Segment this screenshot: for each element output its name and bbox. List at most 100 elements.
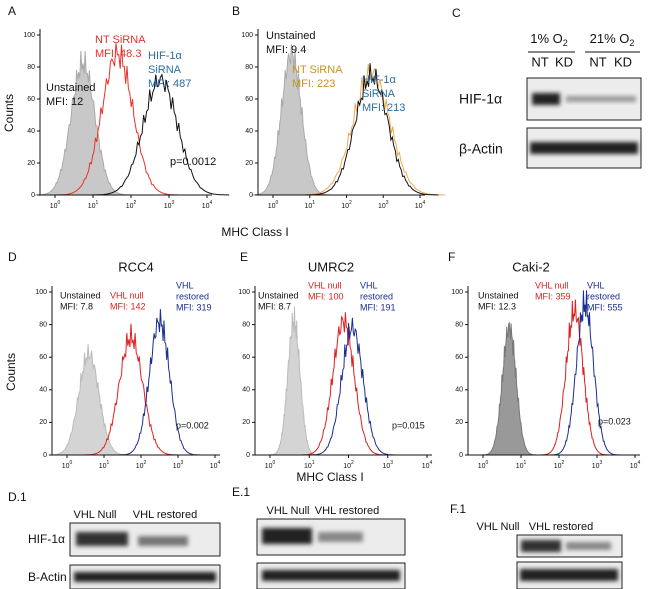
x-tick-label: 101: [304, 460, 315, 470]
x-tick-label: 104: [210, 460, 221, 470]
y-tick-label: 80: [245, 64, 253, 71]
x-tick-label: 101: [99, 460, 110, 470]
x-tick-label: 100: [50, 200, 61, 210]
histogram: [304, 63, 439, 196]
y-tick-label: 0: [43, 452, 47, 459]
x-tick-label: 100: [268, 200, 279, 210]
y-tick-label: 40: [27, 128, 35, 135]
lane-label: VHL Null: [477, 521, 520, 533]
histogram: [119, 309, 200, 456]
y-tick-label: 80: [27, 64, 35, 71]
tick-base: 10: [88, 203, 96, 210]
annotation: MFI: 555: [587, 302, 623, 312]
y-axis-label: Counts: [4, 353, 18, 391]
tick-exp: 3: [386, 200, 389, 206]
y-tick-label: 20: [27, 160, 35, 167]
tick-exp: 1: [107, 460, 110, 466]
y-tick-label: 40: [39, 387, 47, 394]
lane-label: VHL restored: [529, 521, 593, 533]
tick-exp: 3: [181, 460, 184, 466]
panel-label: E: [240, 250, 248, 264]
annotation: MFI: 213: [362, 102, 405, 114]
annotation: NT SiRNA: [292, 64, 343, 76]
x-tick-label: 103: [382, 460, 393, 470]
tick-base: 10: [136, 463, 144, 470]
annotation: HIF-1α: [148, 50, 183, 62]
annotation: SiRNA: [362, 88, 396, 100]
condition-sub: 2: [629, 38, 634, 48]
row-label: HIF-1α: [459, 91, 502, 107]
annotation: HIF-1α: [362, 74, 397, 86]
panel-label: D: [8, 250, 17, 264]
band: [262, 528, 312, 544]
y-tick-label: 80: [455, 321, 463, 328]
y-tick-label: 100: [238, 289, 250, 296]
tick-exp: 2: [349, 200, 352, 206]
tick-exp: 0: [276, 200, 279, 206]
tick-base: 10: [210, 463, 218, 470]
tick-exp: 2: [351, 460, 354, 466]
x-tick-label: 101: [516, 460, 527, 470]
y-tick-label: 80: [242, 321, 250, 328]
panel-title: Caki-2: [512, 259, 550, 274]
panel-label: D.1: [8, 490, 27, 504]
tick-exp: 2: [134, 200, 137, 206]
panel-label: F.1: [450, 502, 466, 516]
x-tick-label: 101: [88, 200, 99, 210]
histogram: [481, 321, 537, 456]
annotation: VHL: [587, 280, 605, 290]
lane-label: NT: [531, 54, 548, 69]
y-tick-label: 60: [455, 354, 463, 361]
condition-text: 21% O: [590, 31, 630, 46]
y-tick-label: 0: [246, 452, 250, 459]
band: [566, 96, 636, 102]
histogram: [48, 344, 130, 456]
annotation: MFI: 12: [46, 96, 83, 108]
annotation: Unstained: [478, 290, 519, 300]
x-axis-label: MHC Class I: [296, 470, 363, 484]
tick-base: 10: [343, 463, 351, 470]
y-tick-label: 40: [242, 387, 250, 394]
tick-base: 10: [126, 203, 134, 210]
y-axis-label: Counts: [2, 94, 16, 132]
band: [318, 532, 363, 542]
histogram: [309, 317, 395, 456]
lane-label: KD: [555, 54, 573, 69]
panel-label: F: [448, 250, 455, 264]
annotation: SiRNA: [148, 64, 182, 76]
band: [530, 142, 638, 154]
tick-base: 10: [265, 463, 273, 470]
lane-label: VHL restored: [133, 509, 197, 521]
tick-base: 10: [554, 463, 562, 470]
x-tick-label: 102: [126, 200, 137, 210]
p-value: p=0.023: [598, 416, 631, 426]
tick-exp: 2: [562, 460, 565, 466]
lane-label: VHL Null: [267, 505, 310, 517]
tick-base: 10: [382, 463, 390, 470]
tick-exp: 4: [423, 200, 426, 206]
tick-base: 10: [164, 203, 172, 210]
condition-label: 1% O2: [530, 31, 568, 48]
band: [76, 532, 128, 546]
x-tick-label: 102: [343, 460, 354, 470]
y-tick-label: 100: [23, 32, 35, 39]
tick-exp: 4: [218, 460, 221, 466]
condition-text: 1% O: [530, 31, 563, 46]
panel-label: B: [232, 4, 240, 18]
y-tick-label: 40: [455, 387, 463, 394]
y-tick-label: 80: [39, 321, 47, 328]
tick-exp: 3: [390, 460, 393, 466]
band: [138, 536, 188, 546]
x-tick-label: 102: [341, 200, 352, 210]
band: [532, 93, 560, 105]
annotation: MFI: 8.7: [258, 301, 291, 311]
tick-exp: 4: [638, 460, 641, 466]
annotation: MFI: 223: [292, 78, 335, 90]
annotation: restored: [360, 291, 393, 301]
tick-exp: 3: [172, 200, 175, 206]
annotation: MFI: 100: [308, 291, 344, 301]
y-tick-label: 0: [459, 452, 463, 459]
annotation: MFI: 487: [148, 78, 191, 90]
tick-base: 10: [173, 463, 181, 470]
